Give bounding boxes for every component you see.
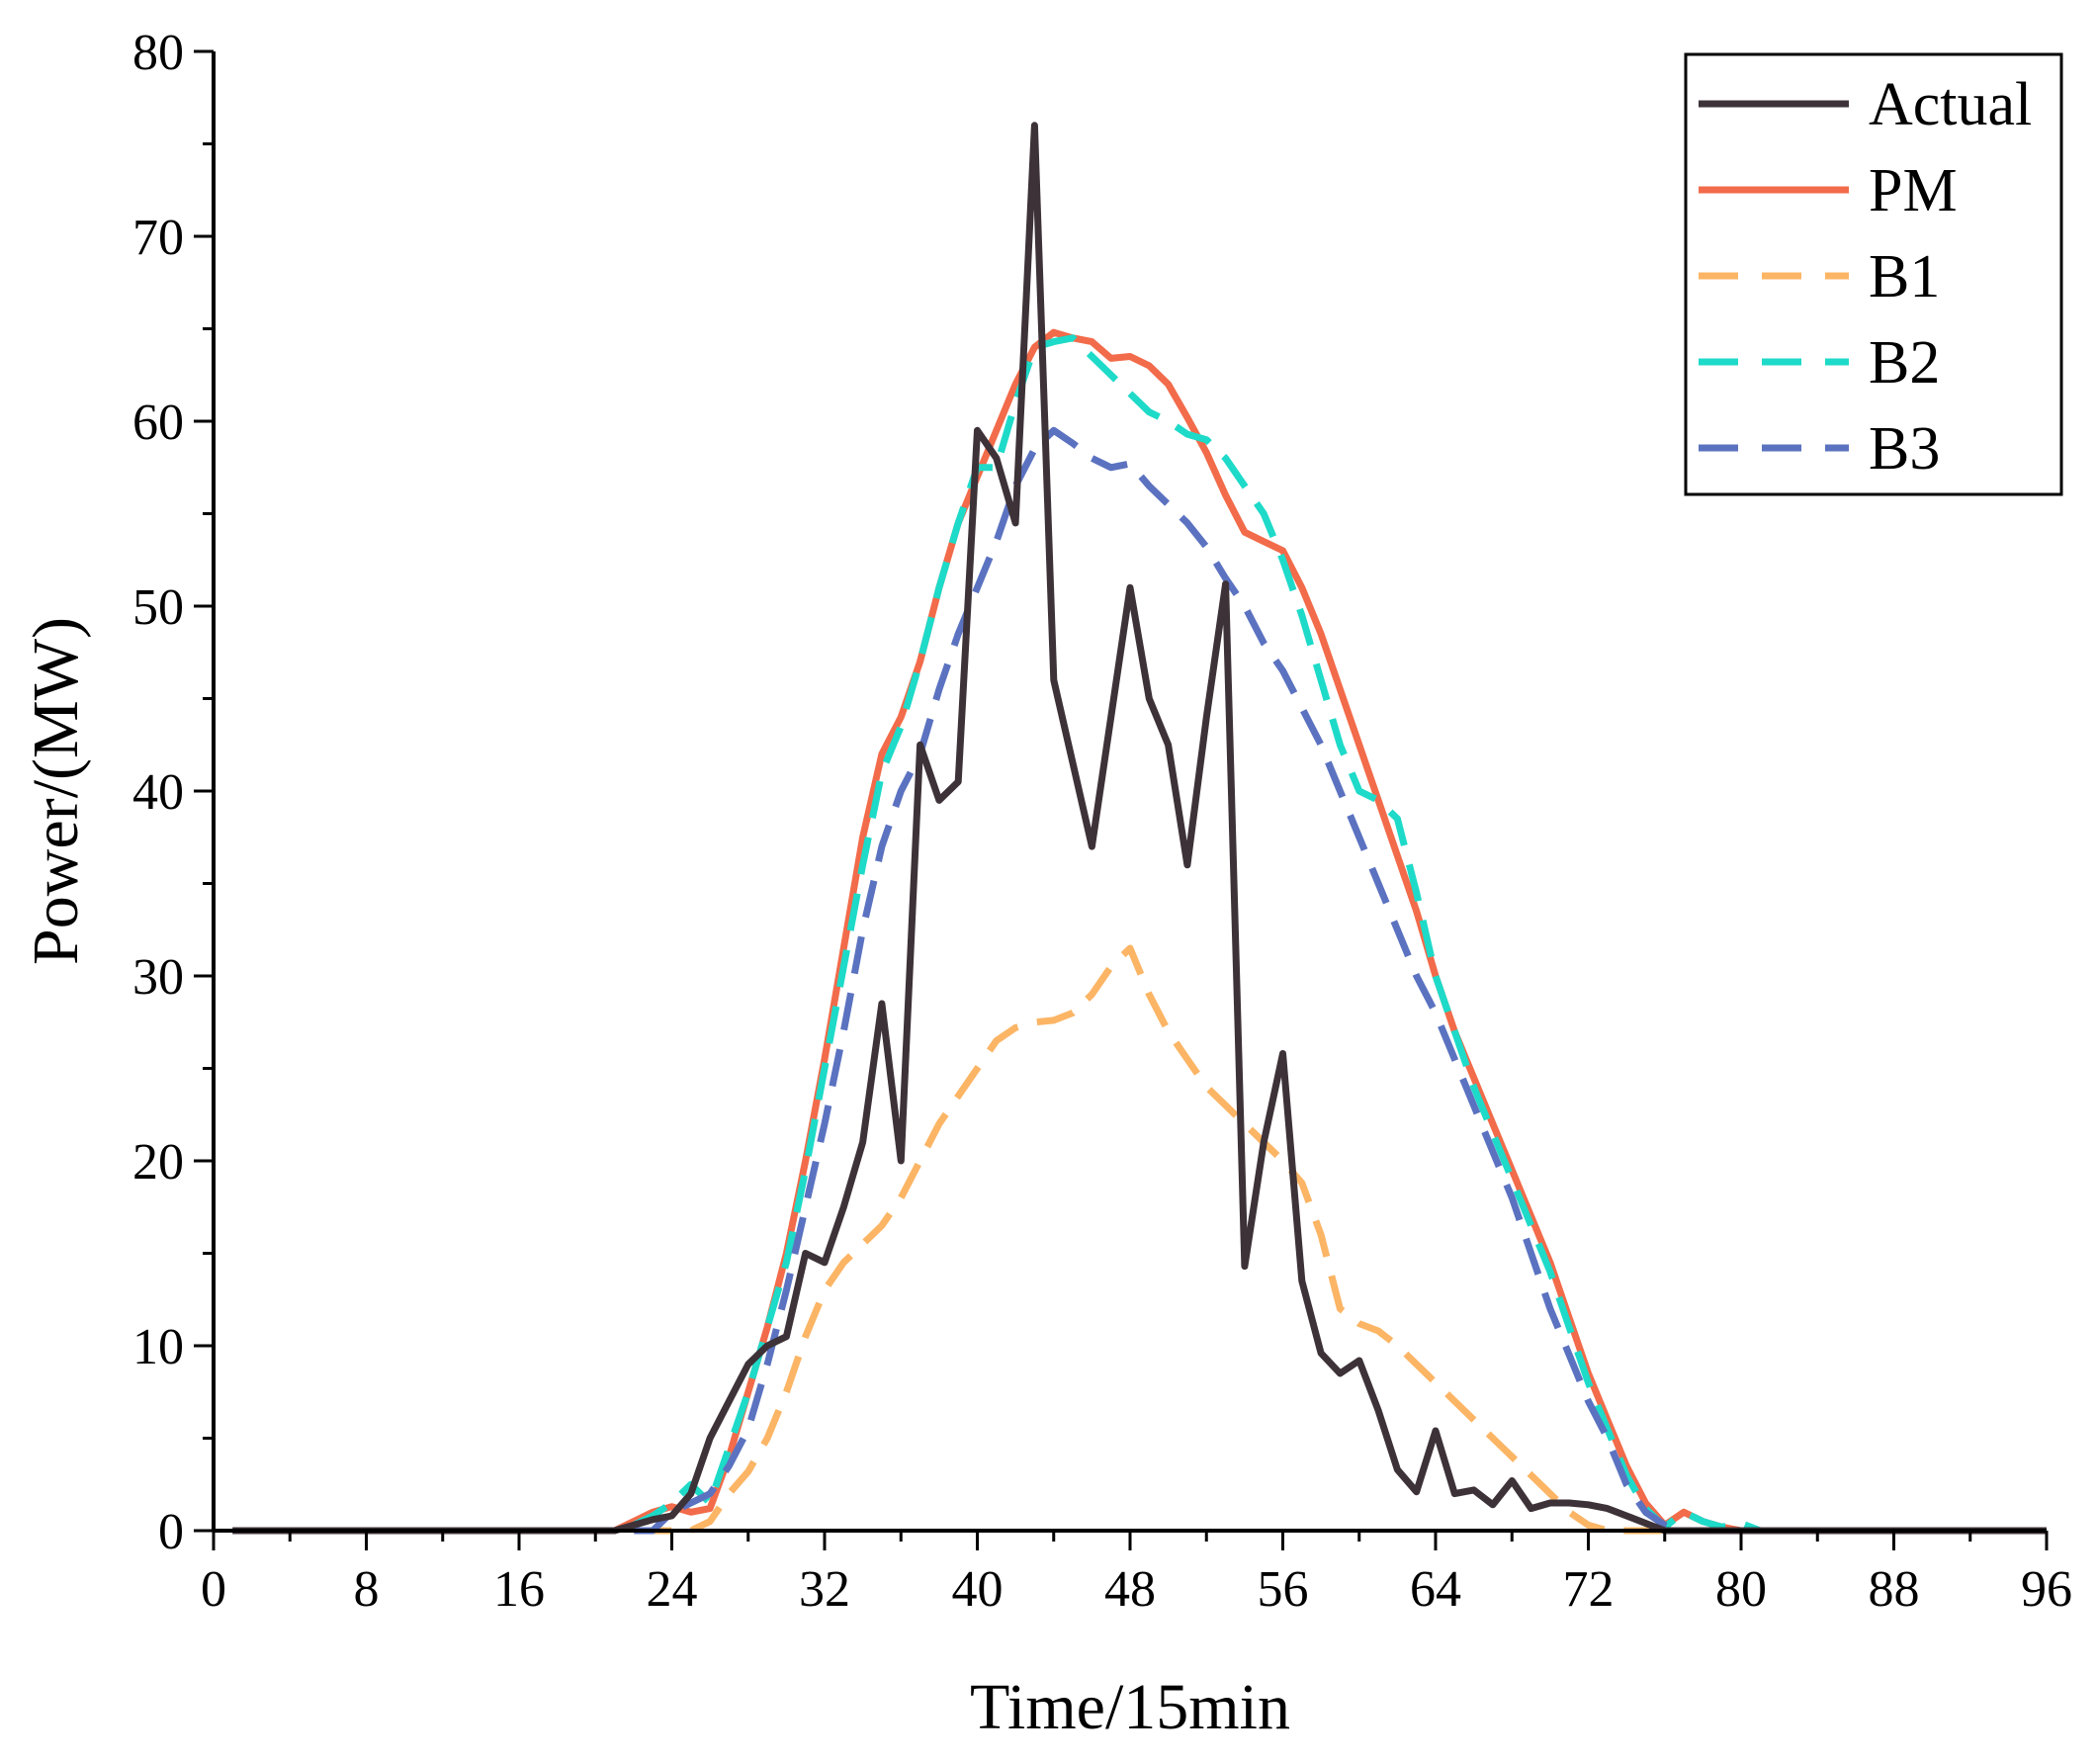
series-line-b3 — [232, 426, 2047, 1535]
series-line-b2 — [232, 334, 2047, 1535]
x-tick-label: 40 — [952, 1561, 1004, 1618]
y-tick-label: 10 — [132, 1319, 184, 1375]
legend: Actual PM B1 B2 B3 — [1684, 52, 2063, 496]
x-tick-label: 24 — [647, 1561, 698, 1618]
series-line-pm — [232, 328, 2047, 1535]
x-tick-label: 56 — [1258, 1561, 1309, 1618]
y-tick-label: 40 — [132, 764, 184, 821]
y-tick-label: 60 — [132, 395, 184, 451]
legend-label-b2: B2 — [1869, 329, 1940, 397]
x-tick-label: 8 — [354, 1561, 380, 1618]
series-layer — [232, 122, 2047, 1535]
series-line-actual — [232, 122, 2047, 1535]
y-axis-title: Power/(MW) — [20, 617, 92, 965]
legend-box — [1684, 52, 2063, 496]
x-tick-label: 80 — [1715, 1561, 1767, 1618]
x-tick-label: 16 — [493, 1561, 545, 1618]
x-axis-title: Time/15min — [970, 1671, 1290, 1743]
legend-label-b1: B1 — [1869, 243, 1940, 310]
x-tick-label: 0 — [201, 1561, 226, 1618]
x-tick-label: 32 — [799, 1561, 850, 1618]
series-line-b1 — [232, 944, 2047, 1535]
legend-label-b3: B3 — [1869, 415, 1940, 483]
legend-label-actual: Actual — [1869, 71, 2032, 138]
y-tick-label: 70 — [132, 210, 184, 266]
y-tick-label: 80 — [132, 25, 184, 81]
x-tick-label: 48 — [1104, 1561, 1156, 1618]
legend-label-pm: PM — [1869, 157, 1958, 224]
y-tick-label: 0 — [158, 1504, 184, 1560]
x-tick-label: 88 — [1869, 1561, 1920, 1618]
ticks: 0 8 16 24 32 40 48 56 64 72 80 88 96 0 10 20 30 40 50 60 70 8… — [132, 25, 2072, 1618]
x-tick-label: 96 — [2021, 1561, 2072, 1618]
x-tick-label: 64 — [1410, 1561, 1461, 1618]
y-tick-label: 30 — [132, 949, 184, 1006]
y-tick-label: 50 — [132, 579, 184, 636]
y-tick-label: 20 — [132, 1134, 184, 1191]
x-tick-label: 72 — [1563, 1561, 1615, 1618]
